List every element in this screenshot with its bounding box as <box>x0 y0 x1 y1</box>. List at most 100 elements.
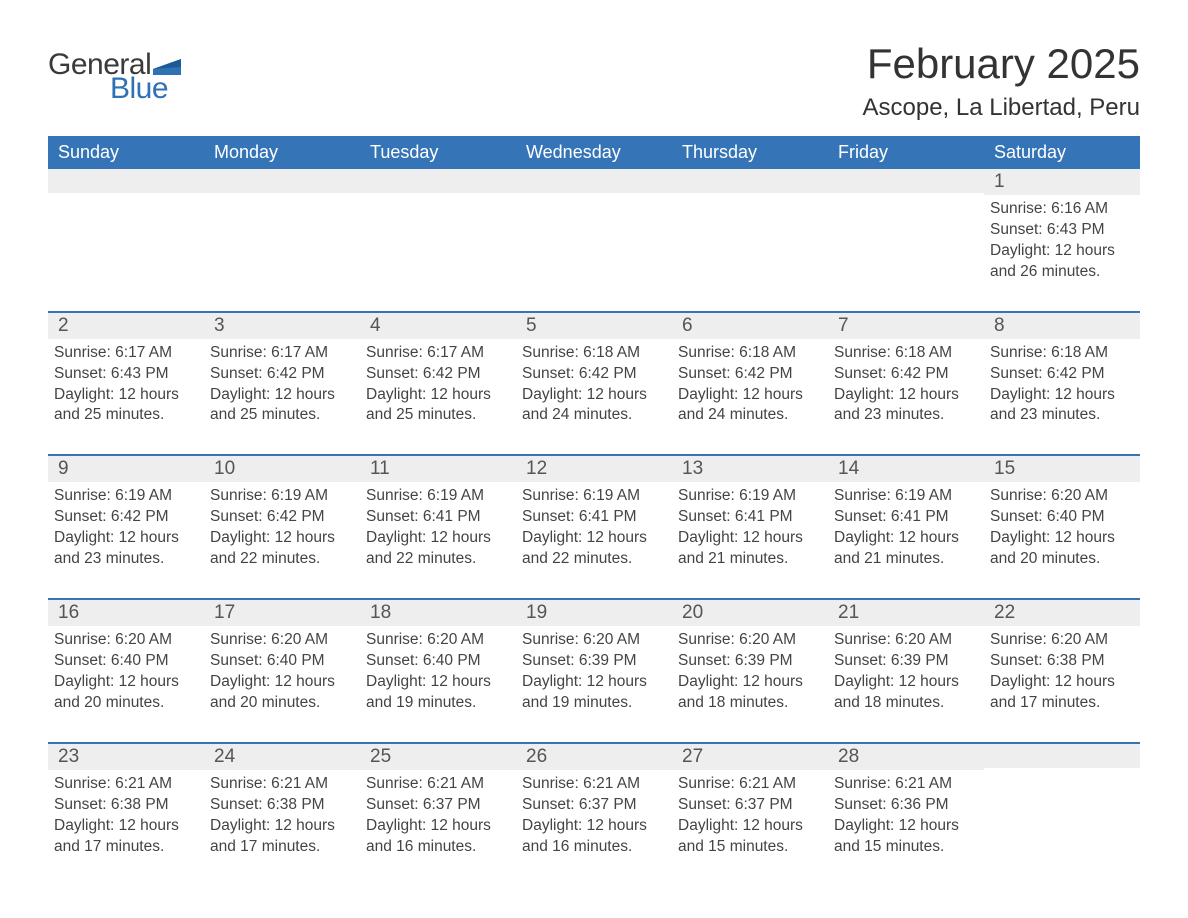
sunrise-line: Sunrise: 6:17 AM <box>366 343 510 364</box>
day-cell: 8Sunrise: 6:18 AMSunset: 6:42 PMDaylight… <box>984 313 1140 433</box>
day-body: Sunrise: 6:19 AMSunset: 6:42 PMDaylight:… <box>54 486 198 570</box>
day-number: 11 <box>360 456 516 482</box>
day-body: Sunrise: 6:20 AMSunset: 6:39 PMDaylight:… <box>678 630 822 714</box>
daylight-line: Daylight: 12 hours and 20 minutes. <box>990 528 1134 570</box>
day-cell <box>828 169 984 289</box>
day-number <box>360 169 516 193</box>
day-cell: 27 Sunrise: 6:21 AMSunset: 6:37 PMDayligh… <box>672 744 828 864</box>
sunrise-line: Sunrise: 6:17 AM <box>54 343 198 364</box>
daylight-line: Daylight: 12 hours and 19 minutes. <box>366 672 510 714</box>
day-cell: 10Sunrise: 6:19 AMSunset: 6:42 PMDayligh… <box>204 456 360 576</box>
day-cell: 5Sunrise: 6:18 AMSunset: 6:42 PMDaylight… <box>516 313 672 433</box>
day-number: 25 <box>360 744 516 770</box>
day-number: 20 <box>672 600 828 626</box>
daylight-line: Daylight: 12 hours and 26 minutes. <box>990 241 1134 283</box>
day-number <box>984 744 1140 768</box>
dow-cell: Saturday <box>984 136 1140 169</box>
page-title: February 2025 <box>862 40 1140 88</box>
day-number: 7 <box>828 313 984 339</box>
day-cell: 6Sunrise: 6:18 AMSunset: 6:42 PMDaylight… <box>672 313 828 433</box>
sunrise-line: Sunrise: 6:21 AM <box>522 774 666 795</box>
day-body: Sunrise: 6:18 AMSunset: 6:42 PMDaylight:… <box>678 343 822 427</box>
sunrise-line: Sunrise: 6:21 AM <box>366 774 510 795</box>
sunrise-line: Sunrise: 6:16 AM <box>990 199 1134 220</box>
daylight-line: Daylight: 12 hours and 23 minutes. <box>834 385 978 427</box>
day-body: Sunrise: 6:18 AMSunset: 6:42 PMDaylight:… <box>834 343 978 427</box>
day-number: 27 <box>672 744 828 770</box>
daylight-line: Daylight: 12 hours and 25 minutes. <box>210 385 354 427</box>
day-body: Sunrise: 6:20 AMSunset: 6:38 PMDaylight:… <box>990 630 1134 714</box>
day-body: Sunrise: 6:20 AMSunset: 6:40 PMDaylight:… <box>366 630 510 714</box>
day-cell: 9 Sunrise: 6:19 AMSunset: 6:42 PMDaylight… <box>48 456 204 576</box>
sunrise-line: Sunrise: 6:20 AM <box>54 630 198 651</box>
day-cell: 25Sunrise: 6:21 AMSunset: 6:37 PMDayligh… <box>360 744 516 864</box>
dow-cell: Sunday <box>48 136 204 169</box>
week-row: 9Sunrise: 6:19 AMSunset: 6:42 PMDaylight… <box>48 454 1140 576</box>
daylight-line: Daylight: 12 hours and 23 minutes. <box>990 385 1134 427</box>
day-cell: 13 Sunrise: 6:19 AMSunset: 6:41 PMDayligh… <box>672 456 828 576</box>
sunset-line: Sunset: 6:37 PM <box>678 795 822 816</box>
day-cell <box>984 744 1140 864</box>
sunset-line: Sunset: 6:41 PM <box>522 507 666 528</box>
day-body: Sunrise: 6:18 AMSunset: 6:42 PMDaylight:… <box>990 343 1134 427</box>
sunrise-line: Sunrise: 6:18 AM <box>522 343 666 364</box>
sunset-line: Sunset: 6:37 PM <box>522 795 666 816</box>
sunset-line: Sunset: 6:42 PM <box>834 364 978 385</box>
daylight-line: Daylight: 12 hours and 21 minutes. <box>678 528 822 570</box>
daylight-line: Daylight: 12 hours and 16 minutes. <box>366 816 510 858</box>
day-cell: 11Sunrise: 6:19 AMSunset: 6:41 PMDayligh… <box>360 456 516 576</box>
day-cell: 28Sunrise: 6:21 AMSunset: 6:36 PMDayligh… <box>828 744 984 864</box>
day-body: Sunrise: 6:17 AMSunset: 6:43 PMDaylight:… <box>54 343 198 427</box>
sunrise-line: Sunrise: 6:18 AM <box>834 343 978 364</box>
day-number <box>672 169 828 193</box>
dow-cell: Thursday <box>672 136 828 169</box>
sunrise-line: Sunrise: 6:20 AM <box>366 630 510 651</box>
day-body: Sunrise: 6:17 AMSunset: 6:42 PMDaylight:… <box>210 343 354 427</box>
day-body: Sunrise: 6:19 AMSunset: 6:41 PMDaylight:… <box>678 486 822 570</box>
weeks-container: 1Sunrise: 6:16 AMSunset: 6:43 PMDaylight… <box>48 169 1140 863</box>
daylight-line: Daylight: 12 hours and 18 minutes. <box>678 672 822 714</box>
daylight-line: Daylight: 12 hours and 20 minutes. <box>210 672 354 714</box>
day-cell: 22Sunrise: 6:20 AMSunset: 6:38 PMDayligh… <box>984 600 1140 720</box>
daylight-line: Daylight: 12 hours and 24 minutes. <box>522 385 666 427</box>
daylight-line: Daylight: 12 hours and 18 minutes. <box>834 672 978 714</box>
day-number: 13 <box>672 456 828 482</box>
day-body: Sunrise: 6:21 AMSunset: 6:37 PMDaylight:… <box>678 774 822 858</box>
sunset-line: Sunset: 6:36 PM <box>834 795 978 816</box>
day-cell: 23Sunrise: 6:21 AMSunset: 6:38 PMDayligh… <box>48 744 204 864</box>
day-number <box>516 169 672 193</box>
day-cell: 7 Sunrise: 6:18 AMSunset: 6:42 PMDaylight… <box>828 313 984 433</box>
sunrise-line: Sunrise: 6:17 AM <box>210 343 354 364</box>
sunset-line: Sunset: 6:40 PM <box>210 651 354 672</box>
day-cell <box>204 169 360 289</box>
day-cell: 26Sunrise: 6:21 AMSunset: 6:37 PMDayligh… <box>516 744 672 864</box>
logo-text-blue: Blue <box>110 74 181 104</box>
day-cell: 12Sunrise: 6:19 AMSunset: 6:41 PMDayligh… <box>516 456 672 576</box>
day-number <box>204 169 360 193</box>
sunset-line: Sunset: 6:42 PM <box>54 507 198 528</box>
day-cell: 20 Sunrise: 6:20 AMSunset: 6:39 PMDayligh… <box>672 600 828 720</box>
day-cell: 24Sunrise: 6:21 AMSunset: 6:38 PMDayligh… <box>204 744 360 864</box>
day-number: 14 <box>828 456 984 482</box>
day-body: Sunrise: 6:19 AMSunset: 6:42 PMDaylight:… <box>210 486 354 570</box>
day-number: 23 <box>48 744 204 770</box>
sunset-line: Sunset: 6:39 PM <box>678 651 822 672</box>
sunset-line: Sunset: 6:42 PM <box>522 364 666 385</box>
day-number: 15 <box>984 456 1140 482</box>
daylight-line: Daylight: 12 hours and 17 minutes. <box>990 672 1134 714</box>
week-row: 1Sunrise: 6:16 AMSunset: 6:43 PMDaylight… <box>48 169 1140 289</box>
day-number: 9 <box>48 456 204 482</box>
day-number: 17 <box>204 600 360 626</box>
dow-cell: Wednesday <box>516 136 672 169</box>
day-number <box>828 169 984 193</box>
day-cell: 1Sunrise: 6:16 AMSunset: 6:43 PMDaylight… <box>984 169 1140 289</box>
day-body: Sunrise: 6:18 AMSunset: 6:42 PMDaylight:… <box>522 343 666 427</box>
sunrise-line: Sunrise: 6:20 AM <box>990 486 1134 507</box>
sunrise-line: Sunrise: 6:19 AM <box>678 486 822 507</box>
daylight-line: Daylight: 12 hours and 23 minutes. <box>54 528 198 570</box>
day-number: 4 <box>360 313 516 339</box>
dow-cell: Friday <box>828 136 984 169</box>
day-cell <box>516 169 672 289</box>
week-row: 2Sunrise: 6:17 AMSunset: 6:43 PMDaylight… <box>48 311 1140 433</box>
daylight-line: Daylight: 12 hours and 16 minutes. <box>522 816 666 858</box>
